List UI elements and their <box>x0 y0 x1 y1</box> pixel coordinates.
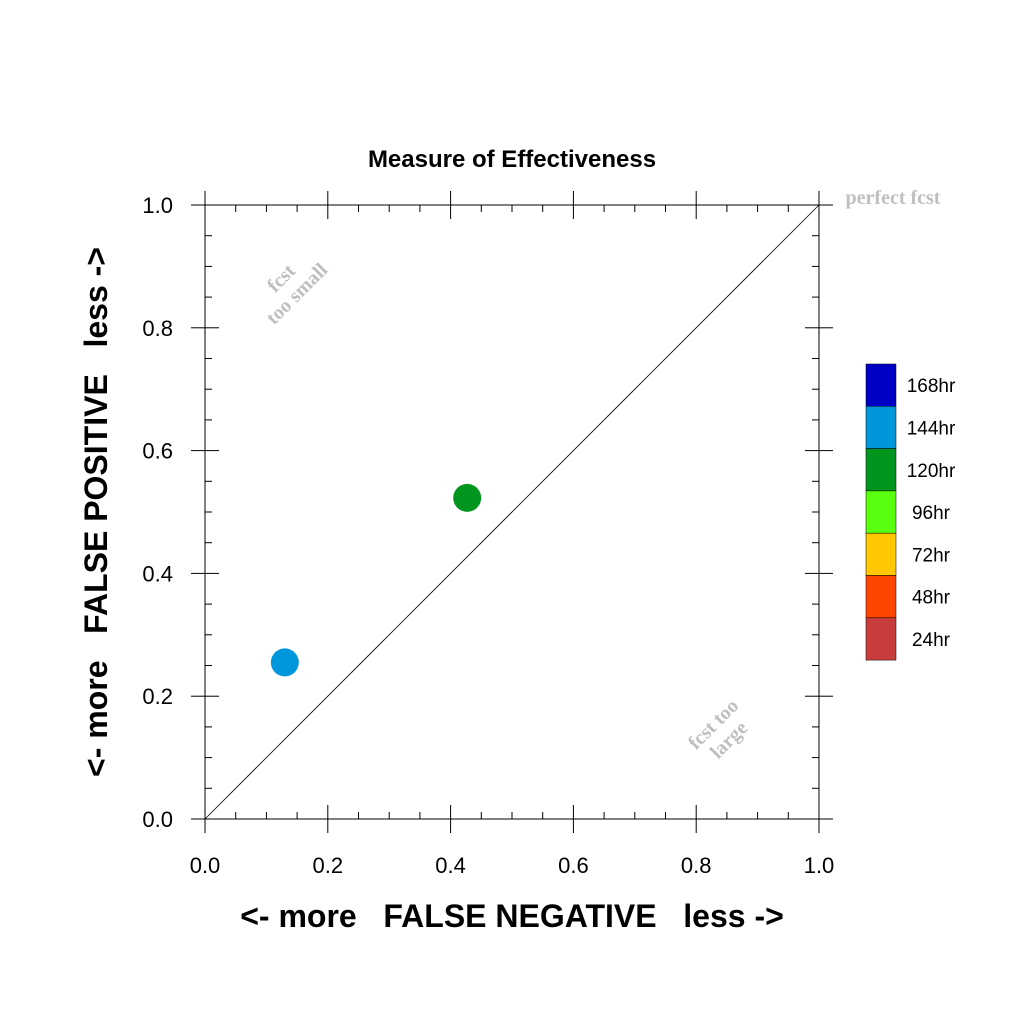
axis-ticks <box>191 191 833 833</box>
x-tick-label: 0.6 <box>558 853 589 878</box>
legend-swatch-120hr <box>865 448 897 492</box>
tick-labels: 0.0 0.2 0.4 0.6 0.8 1.0 0.0 0.2 0.4 0.6 0.8 1.0 <box>142 193 834 878</box>
x-tick-label: 0.2 <box>313 853 344 878</box>
legend-label-24hr: 24hr <box>912 630 951 651</box>
legend-swatch-48hr <box>865 575 897 619</box>
data-points <box>270 483 482 677</box>
legend-label-144hr: 144hr <box>907 418 956 439</box>
legend-label-168hr: 168hr <box>907 376 956 397</box>
y-tick-label: 1.0 <box>142 193 173 218</box>
point-144hr <box>270 648 299 677</box>
point-120hr <box>453 483 482 512</box>
y-tick-label: 0.6 <box>142 439 173 464</box>
y-axis-label: <- more FALSE POSITIVE less -> <box>78 247 114 777</box>
perfect-forecast-diagonal <box>204 204 820 820</box>
legend: 168hr 144hr 120hr 96hr 72hr 48hr 24hr <box>865 363 956 661</box>
x-tick-label: 0.8 <box>681 853 712 878</box>
too-small-line-2: too small <box>262 259 332 329</box>
y-tick-label: 0.8 <box>142 316 173 341</box>
too-small-annotation: fcst too small <box>262 259 332 329</box>
chart-title: Measure of Effectiveness <box>368 146 656 173</box>
x-tick-label: 0.4 <box>435 853 466 878</box>
x-axis-label: <- more FALSE NEGATIVE less -> <box>240 898 784 934</box>
legend-swatch-96hr <box>865 490 897 534</box>
y-tick-label: 0.2 <box>142 684 173 709</box>
y-tick-label: 0.0 <box>142 807 173 832</box>
perfect-fcst-annotation: perfect fcst <box>846 187 941 209</box>
legend-swatch-72hr <box>865 532 897 576</box>
y-tick-label: 0.4 <box>142 561 173 586</box>
x-tick-label: 0.0 <box>190 853 221 878</box>
legend-swatch-24hr <box>865 617 897 661</box>
legend-swatch-168hr <box>865 363 897 407</box>
legend-label-72hr: 72hr <box>912 545 951 566</box>
legend-label-120hr: 120hr <box>907 461 956 482</box>
legend-swatch-144hr <box>865 406 897 449</box>
legend-label-96hr: 96hr <box>912 503 951 524</box>
x-tick-label: 1.0 <box>804 853 835 878</box>
legend-label-48hr: 48hr <box>912 588 951 609</box>
too-large-annotation: fcst too large <box>684 695 752 763</box>
